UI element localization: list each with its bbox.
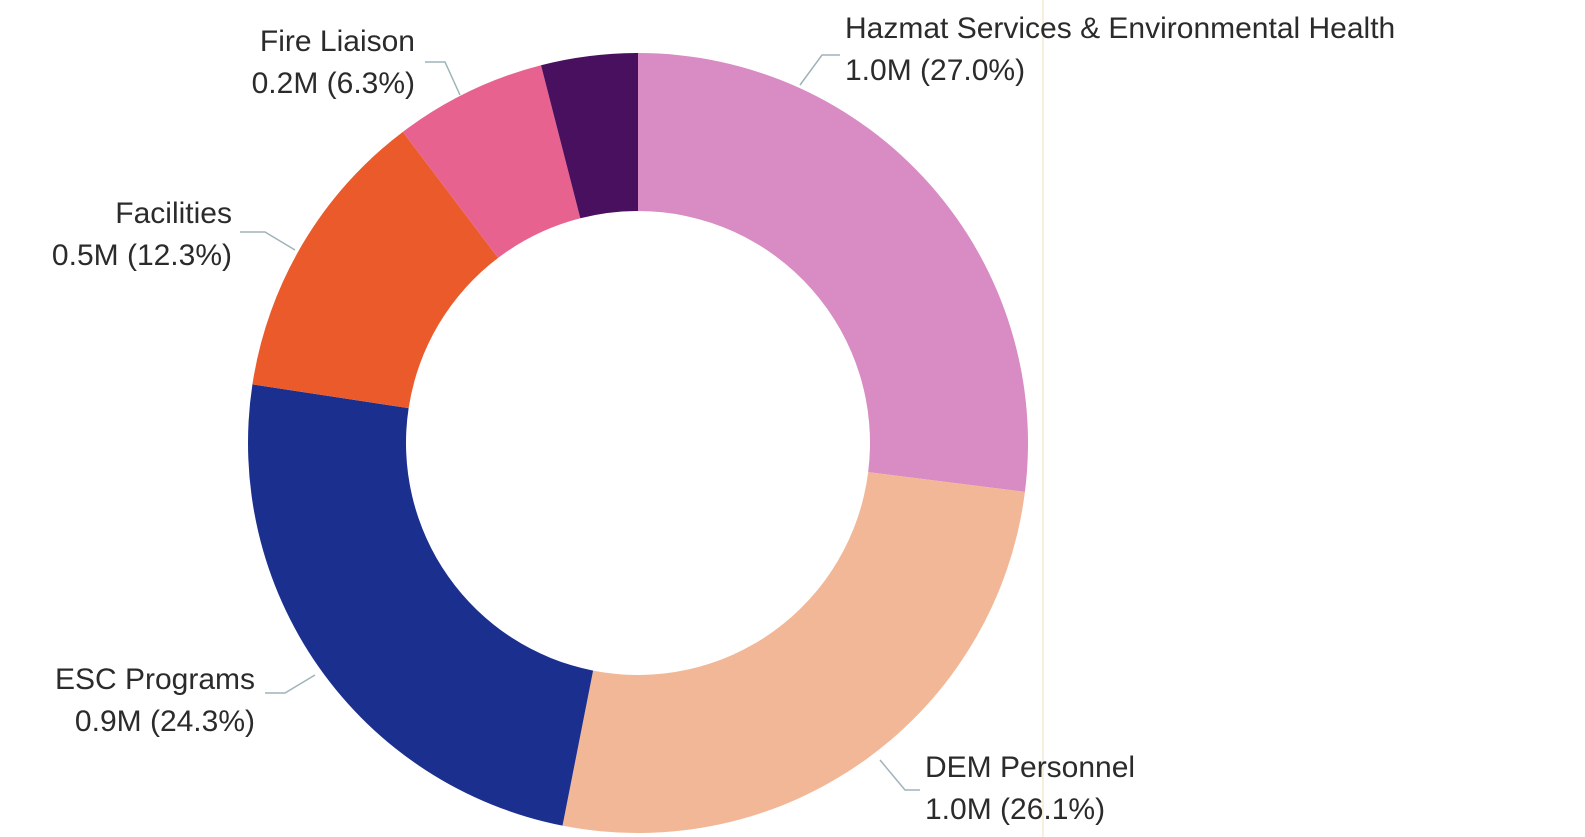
slice-value-label: 1.0M (26.1%)	[925, 793, 1105, 826]
donut-slice	[541, 53, 638, 219]
leader-line	[879, 759, 920, 791]
slice-label: DEM Personnel	[925, 751, 1135, 784]
slice-value-label: 0.9M (24.3%)	[75, 705, 255, 738]
donut-slice	[402, 65, 581, 258]
leader-line	[425, 61, 461, 96]
leader-line	[265, 674, 316, 694]
slice-value-label: 1.0M (27.0%)	[845, 54, 1025, 87]
slice-label: Facilities	[115, 197, 232, 230]
leader-line	[799, 54, 840, 86]
slice-label: Fire Liaison	[260, 25, 415, 58]
slice-label: ESC Programs	[55, 663, 255, 696]
slice-value-label: 0.2M (6.3%)	[252, 67, 415, 100]
donut-slice	[248, 384, 594, 826]
donut-slice	[638, 53, 1028, 492]
slice-value-label: 0.5M (12.3%)	[52, 239, 232, 272]
donut-slice	[252, 131, 499, 409]
slice-label: Hazmat Services & Environmental Health	[845, 12, 1395, 45]
leader-line	[240, 231, 296, 251]
donut-slice	[562, 472, 1025, 833]
